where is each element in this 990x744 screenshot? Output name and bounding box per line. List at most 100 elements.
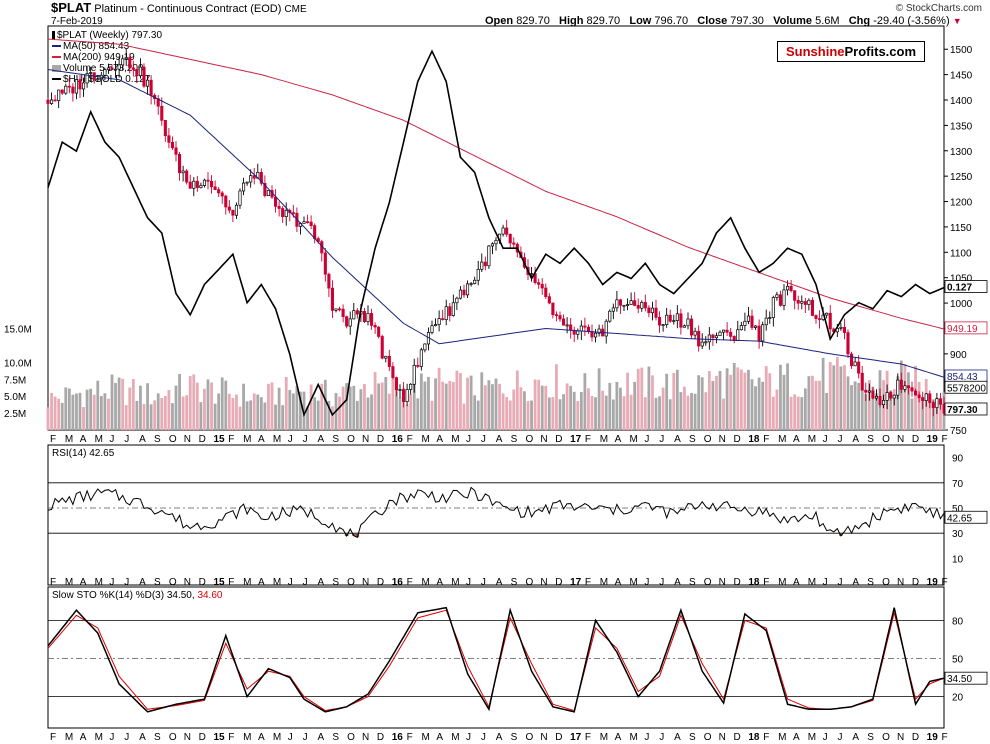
candle-body [53, 99, 57, 102]
x-tick-label: O [169, 434, 177, 445]
x-tick-label: M [630, 434, 638, 445]
x-tick-label: M [778, 732, 786, 743]
candle-body [540, 283, 544, 289]
volume-bar [135, 400, 139, 430]
x-tick-label: M [421, 577, 429, 588]
x-tick-label: J [109, 732, 114, 743]
candle-body [490, 243, 494, 247]
volume-bar [224, 380, 228, 430]
volume-bar [348, 386, 352, 430]
volume-bar [128, 387, 132, 430]
volume-bar [707, 370, 711, 430]
volume-bar [92, 394, 96, 430]
volume-bar [683, 386, 686, 430]
x-tick-label: J [288, 434, 293, 445]
x-tick-label: N [897, 577, 904, 588]
candle-body [935, 398, 939, 408]
x-tick-label: J [303, 577, 308, 588]
candle-body [586, 326, 590, 332]
x-tick-label: J [481, 732, 486, 743]
x-tick-label: A [496, 732, 503, 743]
candle-body [558, 315, 562, 320]
candle-body [149, 79, 153, 96]
price-tick-label: 1150 [950, 223, 972, 234]
candle-body [882, 400, 886, 406]
x-tick-label: S [332, 577, 339, 588]
candle-body [889, 392, 893, 399]
volume-bar [608, 382, 612, 430]
volume-bar [850, 385, 853, 430]
candle-body [786, 285, 790, 291]
volume-bar [715, 375, 718, 430]
x-tick-label: D [912, 732, 919, 743]
x-tick-label: 17 [570, 577, 582, 588]
candle-body [562, 318, 566, 326]
volume-bar [551, 397, 555, 430]
candle-body [110, 67, 114, 71]
candle-body [74, 79, 78, 94]
volume-bar [213, 403, 217, 430]
x-tick-label: N [184, 577, 191, 588]
x-tick-label: A [317, 577, 324, 588]
volume-bar [199, 402, 203, 430]
x-tick-label: A [258, 434, 265, 445]
volume-bar [846, 376, 850, 430]
volume-bar [352, 385, 356, 430]
candle-body [206, 179, 210, 182]
legend-ratio: $HUI:$GOLD 0.127 [52, 74, 150, 85]
volume-bar [914, 365, 917, 430]
x-tick-label: O [347, 732, 355, 743]
candle-body [665, 314, 669, 325]
volume-bar [178, 373, 181, 430]
volume-bar [156, 393, 160, 430]
volume-tick-label: 5.0M [4, 392, 26, 403]
candle-body [483, 261, 487, 267]
volume-bar [793, 394, 797, 430]
volume-bar [505, 397, 509, 430]
close-value-tag-box [944, 402, 988, 416]
volume-bar [668, 399, 672, 430]
x-tick-label: F [763, 577, 769, 588]
candle-body [441, 318, 445, 320]
ma200-value-tag: 949.19 [947, 324, 978, 335]
candle-body [793, 290, 797, 301]
candle-body [547, 296, 551, 304]
volume-bar [380, 382, 384, 430]
candle-body [917, 394, 921, 399]
ratio-line [47, 49, 945, 418]
volume-value-tag-box [944, 380, 988, 394]
volume-bar [160, 397, 164, 430]
x-tick-label: M [65, 577, 73, 588]
x-tick-label: 19 [927, 732, 939, 743]
volume-bar [718, 370, 722, 430]
candle-body [750, 315, 754, 328]
volume-bar [242, 383, 245, 430]
candle-body [871, 390, 875, 399]
x-tick-label: M [630, 732, 638, 743]
x-tick-label: N [719, 732, 726, 743]
volume-bar [843, 365, 846, 430]
x-tick-label: F [50, 434, 56, 445]
candle-body [138, 66, 142, 77]
candle-body [291, 212, 295, 214]
x-tick-label: J [659, 434, 664, 445]
candle-body [850, 353, 854, 367]
volume-bar [540, 385, 544, 430]
x-tick-label: S [332, 732, 339, 743]
candle-body [690, 318, 694, 336]
volume-bar [782, 374, 786, 430]
candle-body [89, 72, 93, 74]
candle-body [839, 326, 843, 329]
price-tick-label: 1300 [950, 147, 973, 158]
candle-body [82, 82, 86, 90]
candle-body [362, 311, 366, 323]
candle-body [931, 402, 935, 408]
x-tick-label: A [80, 732, 87, 743]
volume-bar [345, 383, 349, 430]
candle-body [508, 233, 512, 244]
x-tick-label: S [154, 732, 161, 743]
candle-body [160, 105, 164, 121]
candle-body [302, 221, 306, 224]
volume-bar [487, 380, 491, 430]
volume-bar [320, 383, 324, 430]
